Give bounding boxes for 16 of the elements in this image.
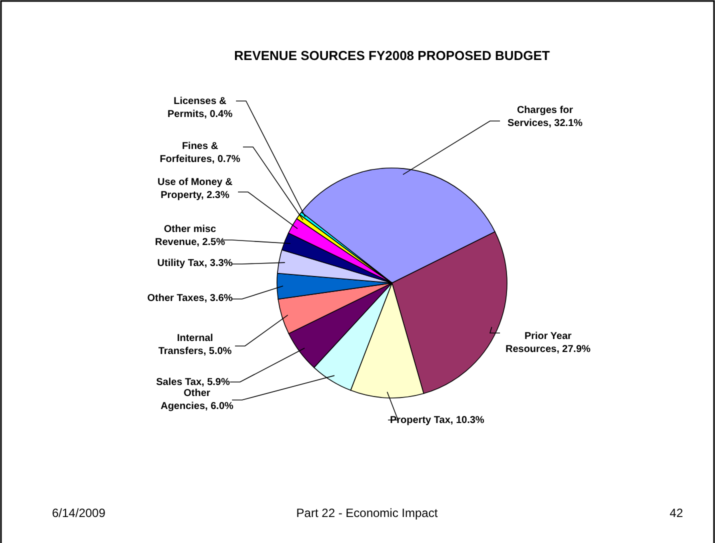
text: Part 22 - Economic Impact	[296, 506, 438, 520]
slice-label: Internal Transfers, 5.0%	[157, 332, 233, 358]
slice-label: Utility Tax, 3.3%	[156, 257, 234, 270]
slice-label: Charges for Services, 32.1%	[506, 104, 584, 130]
slice-label: Fines & Forfeitures, 0.7%	[158, 140, 242, 166]
slice-label: Licenses & Permits, 0.4%	[166, 95, 234, 121]
slice-label: Sales Tax, 5.9%	[155, 376, 231, 388]
slice-label: Other Taxes, 3.6%	[146, 292, 234, 305]
slice-label: Use of Money & Property, 2.3%	[156, 176, 234, 202]
slice-label: Property Tax, 10.3%	[390, 414, 486, 427]
slice-label: Prior Year Resources, 27.9%	[504, 330, 592, 356]
slice-label: Other Agencies, 6.0%	[160, 387, 234, 413]
chart-title: REVENUE SOURCES FY2008 PROPOSED BUDGET	[234, 48, 550, 63]
slice-label: Other misc Revenue, 2.5%	[154, 223, 226, 249]
text: 6/14/2009	[52, 506, 106, 520]
text: 42	[670, 506, 684, 520]
